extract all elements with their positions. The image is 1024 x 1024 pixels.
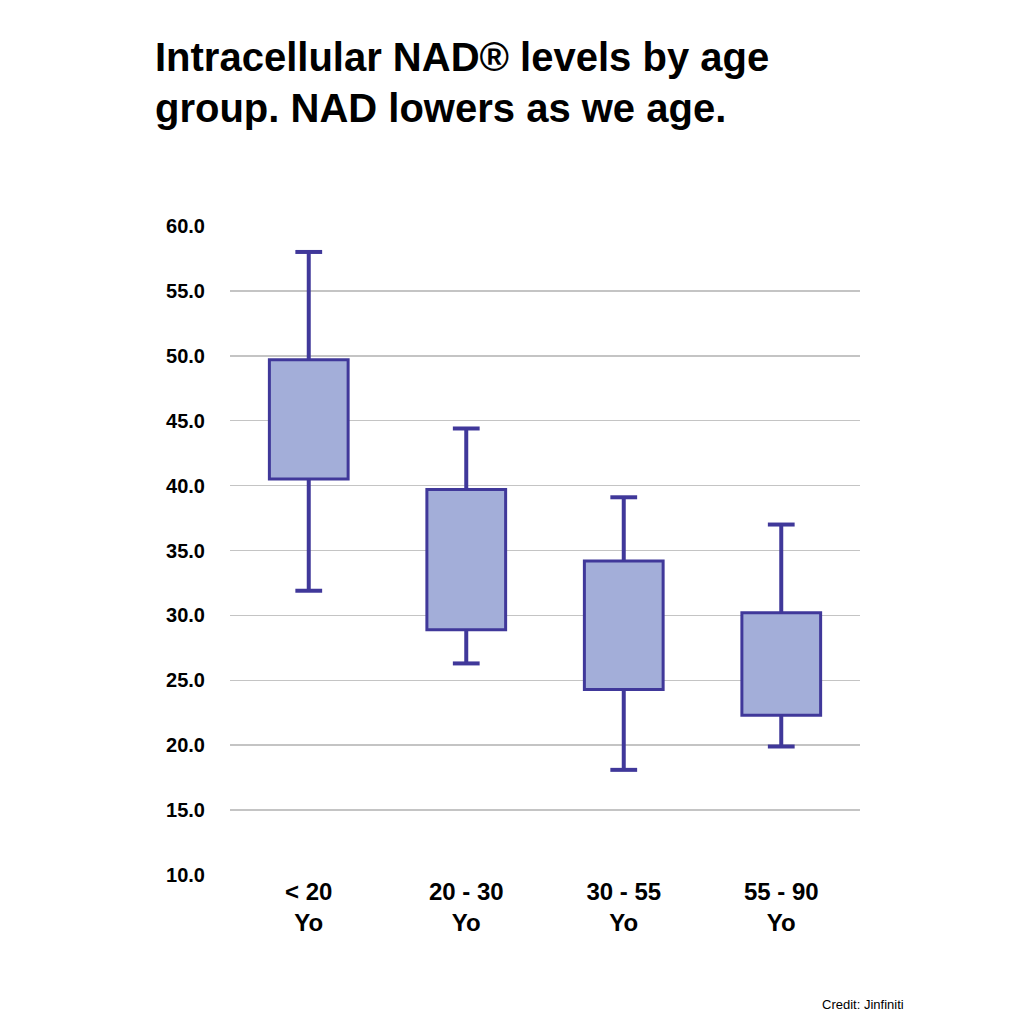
svg-text:55.0: 55.0: [166, 280, 205, 302]
svg-text:50.0: 50.0: [166, 345, 205, 367]
svg-text:20.0: 20.0: [166, 734, 205, 756]
html-text:Intracellular NAD® levels by a: Intracellular NAD® levels by age group. …: [155, 35, 770, 131]
svg-text:60.0: 60.0: [166, 215, 205, 237]
svg-text:10.0: 10.0: [166, 864, 205, 886]
svg-text:Credit: Jinfiniti: Credit: Jinfiniti: [822, 997, 904, 1012]
svg-text:45.0: 45.0: [166, 410, 205, 432]
svg-text:30.0: 30.0: [166, 604, 205, 626]
svg-text:40.0: 40.0: [166, 475, 205, 497]
svg-text:15.0: 15.0: [166, 799, 205, 821]
svg-text:20 - 30Yo: 20 - 30Yo: [429, 878, 504, 936]
svg-text:30 - 55Yo: 30 - 55Yo: [586, 878, 661, 936]
svg-text:25.0: 25.0: [166, 669, 205, 691]
svg-text:55 - 90Yo: 55 - 90Yo: [744, 878, 819, 936]
svg-text:< 20Yo: < 20Yo: [285, 878, 332, 936]
svg-text:35.0: 35.0: [166, 540, 205, 562]
